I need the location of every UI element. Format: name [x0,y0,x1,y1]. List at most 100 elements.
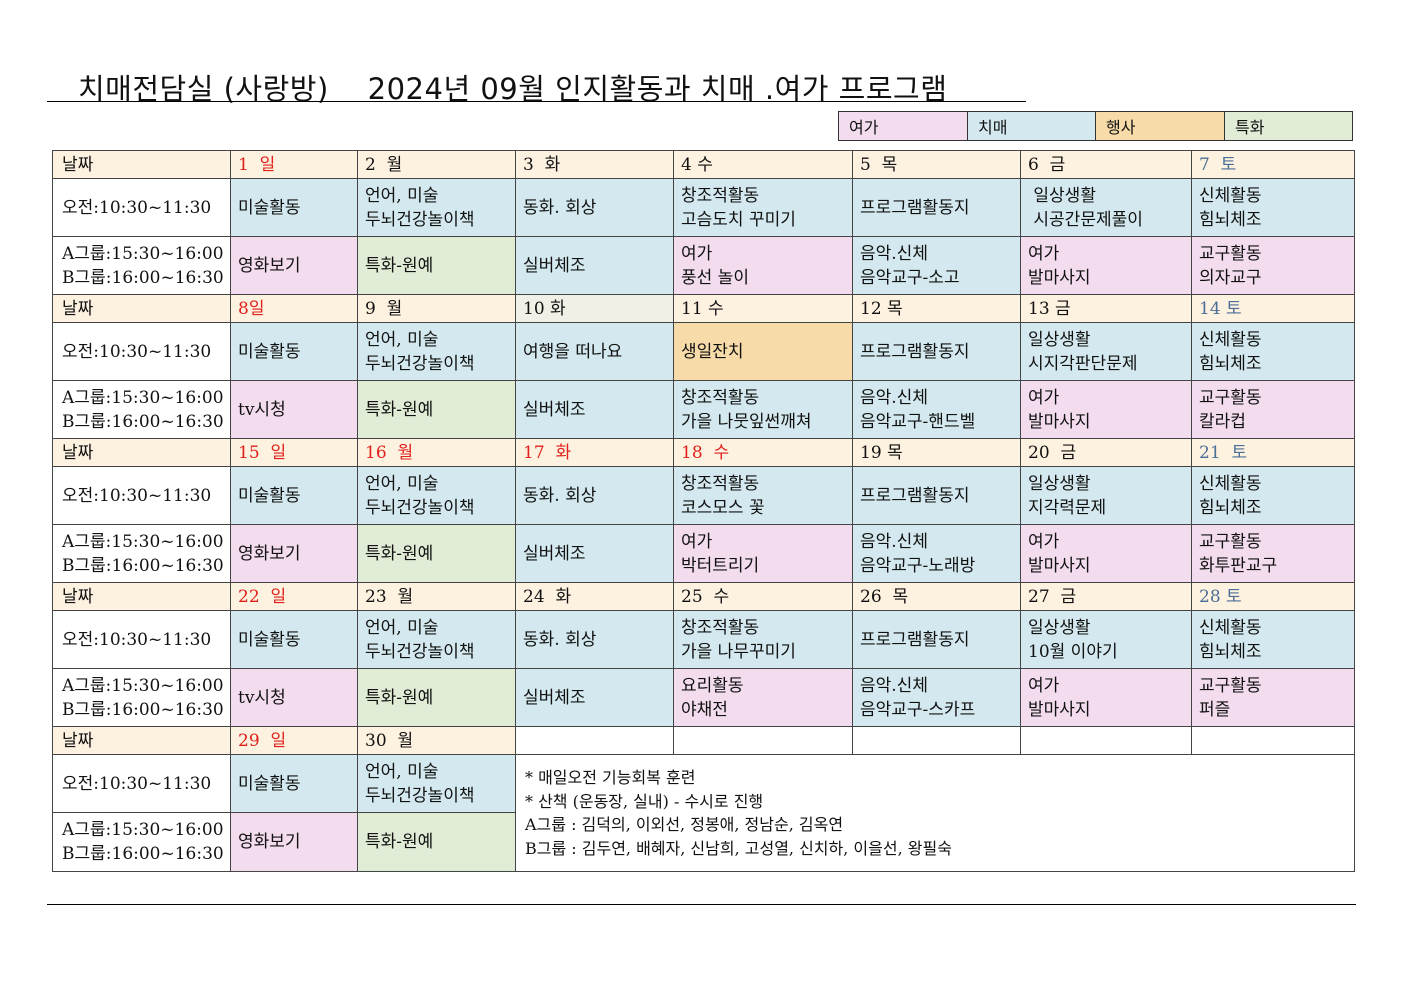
activity-cell: 여가 발마사지 [1020,236,1192,295]
activity-cell: 영화보기 [230,812,358,872]
activity-line: 일상생활 [1028,329,1091,350]
legend-haengsa: 행사 [1095,111,1225,141]
date-text: 11 수 [681,298,724,319]
activity-line: 신체활동 [1199,473,1262,494]
activity-line: 교구활동 [1199,531,1262,552]
activity-cell: 언어, 미술 두뇌건강놀이책 [357,610,516,669]
date-text: 21 토 [1199,442,1248,463]
activity-line: tv시청 [238,399,286,420]
date-cell: 9 월 [357,294,516,323]
activity-cell: 프로그램활동지 [852,322,1021,381]
date-text: 7 토 [1199,154,1237,175]
date-text: 9 월 [365,298,403,319]
afternoon-row: A그룹:15:30~16:00 B그룹:16:00~16:30 tv시청 특화-원예 실… [52,668,1355,727]
activity-line: 지각력문제 [1028,497,1107,518]
date-row: 날짜 29 일 30 월 [52,726,1355,755]
activity-line: 가을 나뭇잎썬깨쳐 [681,411,812,432]
activity-line: 의자교구 [1199,267,1262,288]
date-text: 2 월 [365,154,403,175]
date-cell: 13 금 [1020,294,1192,323]
activity-cell: 일상생활 10월 이야기 [1020,610,1192,669]
group-a-time: A그룹:15:30~16:00 [62,531,224,552]
group-b-time: B그룹:16:00~16:30 [62,267,224,288]
activity-cell: 특화-원예 [357,524,516,583]
date-text: 16 월 [365,442,414,463]
activity-line: 동화. 회상 [523,485,597,506]
group-a-time: A그룹:15:30~16:00 [62,243,224,264]
activity-cell: 여가 박터트리기 [673,524,853,583]
date-text: 18 수 [681,442,730,463]
date-cell: 5 목 [852,150,1021,179]
date-text: 6 금 [1028,154,1066,175]
activity-line: 신체활동 [1199,617,1262,638]
activity-line: 여행을 떠나요 [523,341,623,362]
date-cell: 23 월 [357,582,516,611]
morning-time-label: 오전:10:30~11:30 [52,322,231,381]
activity-line: 여가 [1028,243,1060,264]
activity-cell: 프로그램활동지 [852,178,1021,237]
activity-line: 힘뇌체조 [1199,353,1262,374]
activity-line: 여가 [681,243,713,264]
activity-line: 두뇌건강놀이책 [365,497,475,518]
date-text: 23 월 [365,586,414,607]
date-cell: 12 목 [852,294,1021,323]
date-row: 날짜 22 일 23 월 24 화 25 수 26 목 27 금 28 토 [52,582,1355,611]
activity-line: 프로그램활동지 [860,485,970,506]
activity-cell: 음악.신체 음악교구-스카프 [852,668,1021,727]
group-b-time: B그룹:16:00~16:30 [62,411,224,432]
activity-cell: 프로그램활동지 [852,610,1021,669]
activity-cell: 일상생활 시공간문제풀이 [1020,178,1192,237]
empty-date-cell [673,726,853,755]
activity-cell: 실버체조 [515,524,674,583]
activity-cell: 실버체조 [515,668,674,727]
date-cell: 16 월 [357,438,516,467]
date-cell: 15 일 [230,438,358,467]
afternoon-time-label: A그룹:15:30~16:00 B그룹:16:00~16:30 [52,812,231,872]
activity-line: 영화보기 [238,832,301,852]
activity-line: 특화-원예 [365,543,434,564]
date-text: 13 금 [1028,298,1071,319]
activity-cell: 프로그램활동지 [852,466,1021,525]
activity-cell: 미술활동 [230,610,358,669]
activity-line: 음악교구-핸드벨 [860,411,976,432]
activity-cell: 미술활동 [230,322,358,381]
activity-cell: 특화-원예 [357,236,516,295]
activity-line: 음악교구-소고 [860,267,960,288]
activity-line: 영화보기 [238,255,301,276]
activity-cell: 창조적활동 고슴도치 꾸미기 [673,178,853,237]
activity-cell: 여가 풍선 놀이 [673,236,853,295]
activity-line: 박터트리기 [681,555,760,576]
activity-line: 창조적활동 [681,473,760,494]
morning-time-label: 오전:10:30~11:30 [52,178,231,237]
activity-line: 특화-원예 [365,399,434,420]
afternoon-time-label: A그룹:15:30~16:00 B그룹:16:00~16:30 [52,668,231,727]
activity-cell: 음악.신체 음악교구-노래방 [852,524,1021,583]
date-cell: 6 금 [1020,150,1192,179]
activity-line: 언어, 미술 [365,761,439,782]
activity-cell: 특화-원예 [357,668,516,727]
activity-line: 화투판교구 [1199,555,1278,576]
activity-cell: tv시청 [230,668,358,727]
legend-chimae: 치매 [967,111,1096,141]
activity-cell: 창조적활동 가을 나뭇잎썬깨쳐 [673,380,853,439]
activity-cell: 미술활동 [230,178,358,237]
date-row: 날짜 8일 9 월 10 화 11 수 12 목 13 금 14 토 [52,294,1355,323]
activity-line: 특화-원예 [365,687,434,708]
activity-line: 일상생활 [1028,473,1091,494]
date-text: 12 목 [860,298,903,319]
activity-line: 코스모스 꽃 [681,497,765,518]
activity-line: 두뇌건강놀이책 [365,209,475,230]
activity-cell: 특화-원예 [357,812,516,872]
activity-cell: 교구활동 퍼즐 [1191,668,1355,727]
activity-line: 미술활동 [238,341,301,362]
activity-line: 실버체조 [523,543,586,564]
date-text: 26 목 [860,586,909,607]
activity-line: 10월 이야기 [1028,641,1118,662]
activity-line: 여가 [1028,531,1060,552]
date-text: 25 수 [681,586,730,607]
activity-line: 신체활동 [1199,329,1262,350]
activity-line: 실버체조 [523,687,586,708]
date-label: 날짜 [52,438,231,467]
